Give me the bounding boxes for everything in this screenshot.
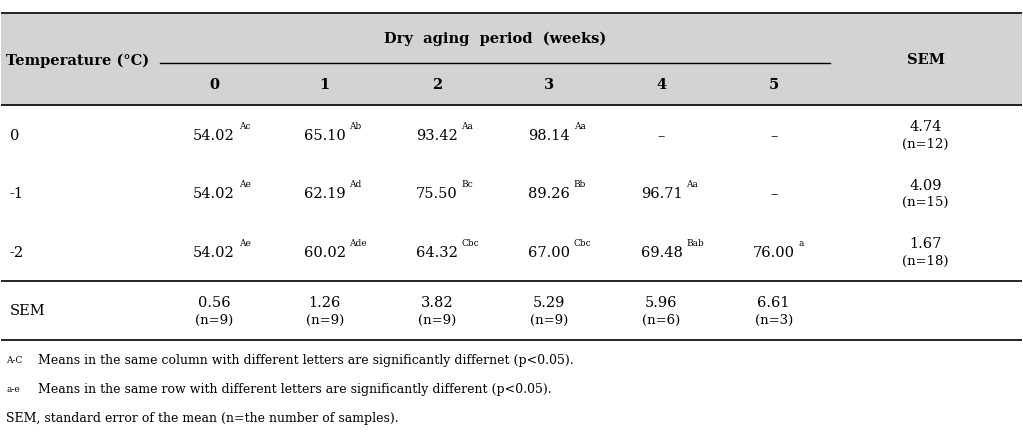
Text: -2: -2 (9, 245, 24, 259)
Text: Bb: Bb (574, 180, 586, 189)
Text: Ae: Ae (238, 180, 251, 189)
Text: 54.02: 54.02 (193, 245, 235, 259)
Text: Aa: Aa (574, 122, 585, 130)
Text: Means in the same row with different letters are significantly different (p<0.05: Means in the same row with different let… (30, 382, 551, 395)
Text: –: – (658, 128, 665, 142)
FancyBboxPatch shape (1, 64, 1022, 106)
Text: –: – (770, 128, 777, 142)
Text: (n=18): (n=18) (902, 254, 949, 267)
Text: (n=12): (n=12) (902, 138, 949, 151)
Text: 67.00: 67.00 (528, 245, 570, 259)
Text: (n=9): (n=9) (418, 313, 456, 326)
Text: SEM: SEM (906, 53, 944, 67)
Text: 98.14: 98.14 (529, 128, 570, 142)
Text: 2: 2 (432, 78, 442, 92)
Text: Bab: Bab (686, 238, 704, 247)
Text: (n=3): (n=3) (755, 313, 793, 326)
Text: Dry  aging  period  (weeks): Dry aging period (weeks) (384, 32, 606, 46)
Text: 5.29: 5.29 (533, 295, 566, 309)
Text: 1.26: 1.26 (309, 295, 341, 309)
Text: 5: 5 (768, 78, 779, 92)
Text: (n=15): (n=15) (902, 196, 949, 209)
Text: Means in the same column with different letters are significantly differnet (p<0: Means in the same column with different … (30, 353, 574, 366)
Text: SEM: SEM (9, 304, 45, 318)
FancyBboxPatch shape (1, 14, 1022, 64)
Text: 60.02: 60.02 (304, 245, 346, 259)
Text: 0: 0 (209, 78, 219, 92)
Text: 54.02: 54.02 (193, 187, 235, 201)
Text: 96.71: 96.71 (640, 187, 682, 201)
Text: Ab: Ab (349, 122, 361, 130)
Text: Ade: Ade (349, 238, 367, 247)
Text: Ad: Ad (349, 180, 361, 189)
Text: 93.42: 93.42 (416, 128, 458, 142)
Text: (n=9): (n=9) (195, 313, 233, 326)
Text: 75.50: 75.50 (416, 187, 458, 201)
Text: Ac: Ac (238, 122, 251, 130)
Text: 5.96: 5.96 (646, 295, 677, 309)
Text: 1: 1 (319, 78, 330, 92)
Text: SEM, standard error of the mean (n=the number of samples).: SEM, standard error of the mean (n=the n… (6, 411, 399, 424)
Text: Bc: Bc (461, 180, 474, 189)
Text: 0: 0 (9, 128, 19, 142)
Text: 3.82: 3.82 (420, 295, 453, 309)
Text: (n=9): (n=9) (306, 313, 344, 326)
Text: 1.67: 1.67 (909, 237, 942, 250)
Text: Ae: Ae (238, 238, 251, 247)
Text: 69.48: 69.48 (640, 245, 682, 259)
Text: -1: -1 (9, 187, 24, 201)
Text: 0.56: 0.56 (197, 295, 230, 309)
Text: a: a (798, 238, 804, 247)
Text: –: – (770, 187, 777, 201)
Text: 64.32: 64.32 (416, 245, 458, 259)
Text: (n=9): (n=9) (530, 313, 569, 326)
Text: 4: 4 (657, 78, 667, 92)
Text: 4.74: 4.74 (909, 120, 942, 134)
Text: Cbc: Cbc (461, 238, 480, 247)
Text: 54.02: 54.02 (193, 128, 235, 142)
Text: 3: 3 (544, 78, 554, 92)
Text: 65.10: 65.10 (304, 128, 346, 142)
Text: Aa: Aa (686, 180, 698, 189)
Text: 6.61: 6.61 (757, 295, 790, 309)
Text: 62.19: 62.19 (304, 187, 346, 201)
Text: 4.09: 4.09 (909, 178, 942, 192)
Text: Aa: Aa (461, 122, 474, 130)
Text: Cbc: Cbc (574, 238, 591, 247)
Text: A-C: A-C (6, 355, 23, 364)
Text: 89.26: 89.26 (528, 187, 570, 201)
Text: 76.00: 76.00 (753, 245, 795, 259)
Text: a-e: a-e (6, 384, 20, 393)
Text: Temperature (°C): Temperature (°C) (6, 53, 149, 67)
Text: (n=6): (n=6) (642, 313, 680, 326)
